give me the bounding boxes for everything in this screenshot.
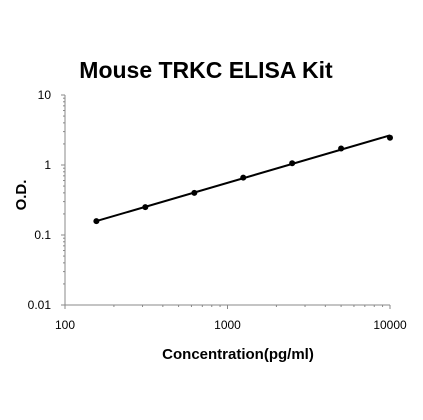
data-point [338, 145, 345, 152]
x-tick-label: 10000 [373, 318, 407, 332]
y-tick-label: 0.1 [34, 228, 51, 242]
data-point [387, 134, 393, 141]
data-point [93, 218, 100, 225]
chart-title: Mouse TRKC ELISA Kit [79, 57, 333, 83]
series-group [93, 134, 393, 225]
data-point [289, 160, 296, 167]
y-tick-label: 1 [44, 158, 51, 172]
data-point [191, 189, 198, 196]
x-axis-ticks: 100 1000 10000 [55, 305, 407, 332]
axes [64, 95, 390, 306]
y-tick-label: 10 [38, 88, 52, 102]
data-point [240, 174, 247, 181]
x-axis-label: Concentration(pg/ml) [162, 346, 314, 363]
y-tick-label: 0.01 [28, 298, 52, 312]
x-tick-label: 100 [55, 318, 75, 332]
y-axis-ticks: 10 1 0.1 0.01 [28, 88, 65, 312]
y-axis-label: O.D. [13, 180, 30, 211]
x-tick-label: 1000 [214, 318, 241, 332]
data-point [142, 204, 149, 211]
